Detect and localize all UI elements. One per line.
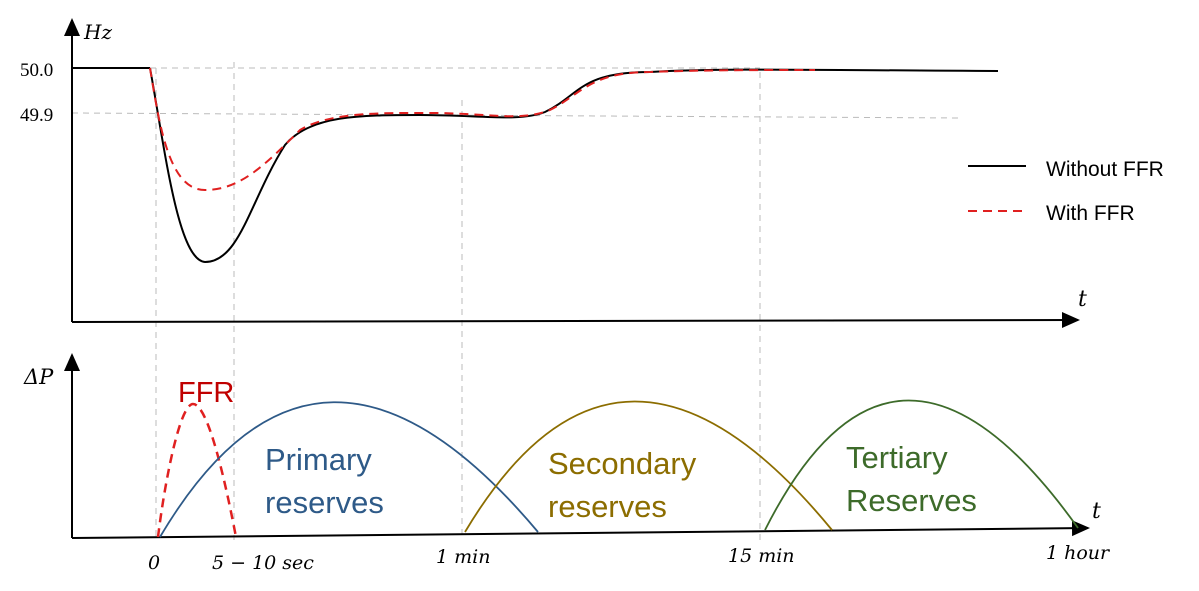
bottom-x-axis	[71, 520, 1090, 539]
top-y-axis-label: Hz	[83, 20, 112, 44]
time-label-1-min: 1 min	[436, 546, 490, 568]
time-label-15-min: 15 min	[728, 545, 795, 567]
label-tertiary-line2: Reserves	[846, 483, 977, 518]
curve-secondary-reserves	[464, 400, 833, 533]
curve-ffr	[156, 402, 238, 538]
label-ffr: FFR	[178, 377, 234, 409]
label-secondary-line2: reserves	[548, 489, 667, 524]
top-x-axis-label: t	[1078, 287, 1087, 312]
curve-primary-reserves	[159, 401, 539, 538]
curve-with-ffr	[149, 67, 816, 192]
legend: Without FFR With FFR	[968, 158, 1164, 225]
time-label-1-hour: 1 hour	[1046, 542, 1111, 564]
label-primary-line2: reserves	[265, 485, 384, 520]
label-secondary-line1: Secondary	[548, 446, 697, 481]
guide-lines	[71, 62, 961, 540]
time-label-5-10-sec: 5 − 10 sec	[212, 552, 314, 574]
bottom-x-axis-label: t	[1092, 499, 1101, 524]
curve-without-ffr	[149, 67, 999, 264]
label-primary-line1: Primary	[265, 442, 372, 477]
label-tertiary-line1: Tertiary	[846, 440, 948, 475]
curve-tertiary-reserves	[764, 399, 1079, 531]
guide-49-9	[71, 112, 961, 119]
legend-label-without: Without FFR	[1046, 158, 1164, 181]
bottom-y-axis-label: ΔP	[23, 365, 54, 389]
top-x-axis	[71, 312, 1080, 329]
tick-50-0: 50.0	[20, 60, 53, 81]
legend-label-with: With FFR	[1046, 202, 1135, 225]
time-label-0: 0	[148, 552, 160, 574]
tick-49-9: 49.9	[20, 105, 53, 126]
